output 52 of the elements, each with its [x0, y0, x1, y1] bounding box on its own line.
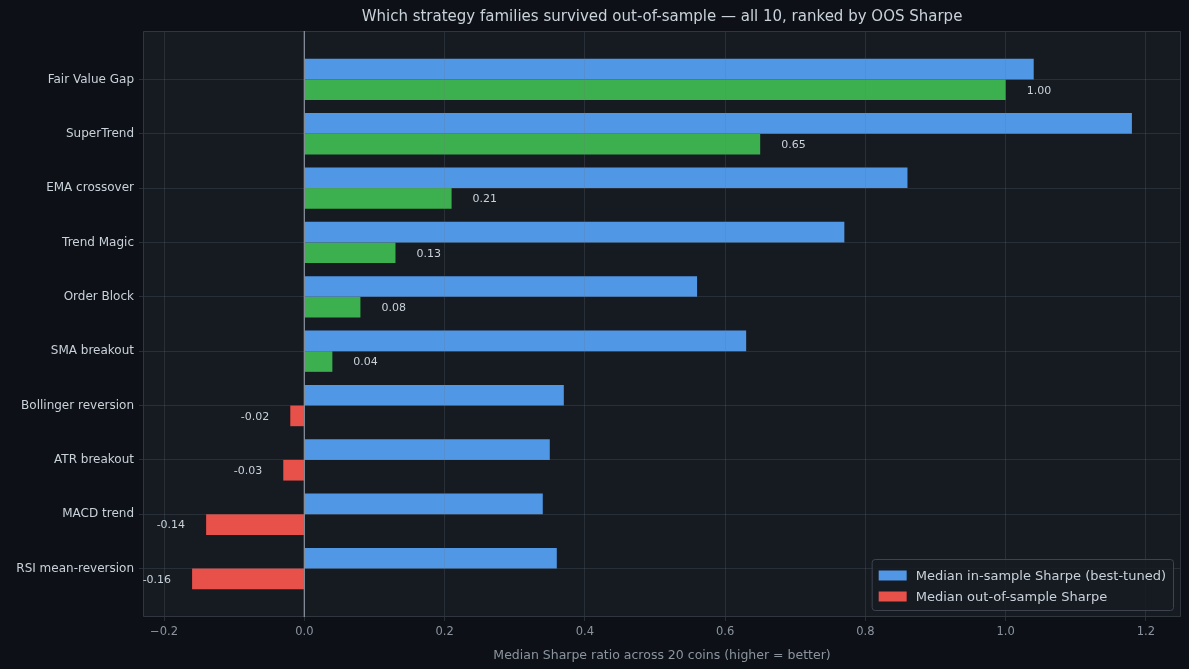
chart-title: Which strategy families survived out-of-sample — all 10, ranked by OOS Sharpe [361, 6, 963, 25]
bar [304, 296, 361, 318]
bar [304, 547, 557, 569]
legend-label: Median in-sample Sharpe (best-tuned) [915, 567, 1167, 583]
y-tick-label: SMA breakout [50, 343, 135, 358]
y-tick-label: Order Block [63, 288, 135, 303]
data-label: 0.21 [472, 192, 498, 206]
data-label: 0.65 [781, 137, 806, 151]
y-tick-label: Fair Value Gap [47, 71, 134, 86]
y-tick-label: SuperTrend [66, 125, 134, 140]
data-label: 0.04 [353, 355, 378, 369]
bar [304, 439, 550, 460]
data-label: -0.02 [240, 409, 270, 423]
x-tick-label: 0.4 [575, 623, 594, 638]
data-label: 1.00 [1026, 83, 1052, 97]
bar [304, 58, 1034, 80]
bar [304, 276, 698, 297]
y-tick-label: Bollinger reversion [21, 397, 134, 412]
bar [290, 405, 304, 427]
data-label: -0.03 [233, 464, 263, 478]
y-tick-label: MACD trend [62, 506, 134, 521]
x-tick-label: 1.2 [1136, 623, 1156, 638]
bar [206, 514, 304, 535]
x-tick-label: −0.2 [150, 623, 179, 638]
y-tick-label: ATR breakout [54, 452, 135, 467]
bar [304, 242, 396, 264]
data-label: 0.13 [416, 246, 441, 260]
bar [304, 330, 747, 352]
x-tick-label: 0.2 [435, 623, 454, 638]
bar [192, 568, 304, 590]
bar [304, 493, 543, 515]
bar [304, 188, 452, 209]
y-tick-label: EMA crossover [46, 180, 135, 195]
legend-label: Median out-of-sample Sharpe [915, 588, 1108, 604]
y-tick-label: RSI mean-reversion [16, 560, 134, 575]
bar [304, 351, 333, 372]
data-label: -0.14 [156, 518, 186, 532]
bar [304, 167, 908, 189]
bar [283, 459, 304, 481]
bar [304, 221, 845, 243]
x-axis-title: Median Sharpe ratio across 20 coins (higher = better) [493, 646, 831, 662]
x-tick-label: 0.0 [295, 623, 314, 638]
x-tick-label: 0.6 [715, 623, 735, 638]
bar [304, 79, 1006, 101]
data-label: -0.16 [142, 572, 172, 586]
data-label: 0.08 [381, 301, 406, 315]
x-tick-label: 1.0 [996, 623, 1015, 638]
bar [304, 133, 761, 155]
y-tick-label: Trend Magic [61, 234, 134, 249]
bar [304, 384, 564, 406]
x-tick-label: 0.8 [856, 623, 875, 638]
bar [304, 113, 1132, 134]
